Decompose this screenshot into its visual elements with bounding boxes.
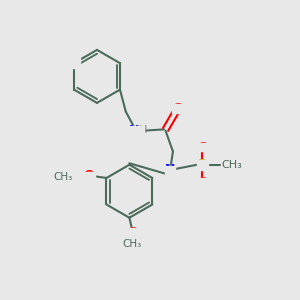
Text: O: O — [127, 226, 138, 239]
Bar — [127, 228, 138, 237]
Text: O: O — [197, 141, 208, 154]
Bar — [197, 142, 207, 152]
Text: S: S — [197, 158, 207, 172]
Text: N: N — [68, 57, 78, 70]
Bar — [165, 166, 175, 175]
Text: H: H — [138, 125, 147, 135]
Bar — [82, 172, 95, 181]
Bar — [128, 126, 144, 136]
Text: N: N — [129, 124, 139, 137]
Bar — [68, 58, 80, 68]
Bar — [172, 104, 182, 113]
Text: CH₃: CH₃ — [53, 172, 73, 182]
Text: O: O — [172, 102, 183, 115]
Bar — [197, 178, 207, 187]
Text: N: N — [165, 163, 175, 176]
Bar — [197, 160, 208, 170]
Text: CH₃: CH₃ — [221, 160, 242, 170]
Text: O: O — [83, 169, 94, 182]
Text: CH₃: CH₃ — [123, 239, 142, 249]
Text: O: O — [197, 176, 208, 189]
